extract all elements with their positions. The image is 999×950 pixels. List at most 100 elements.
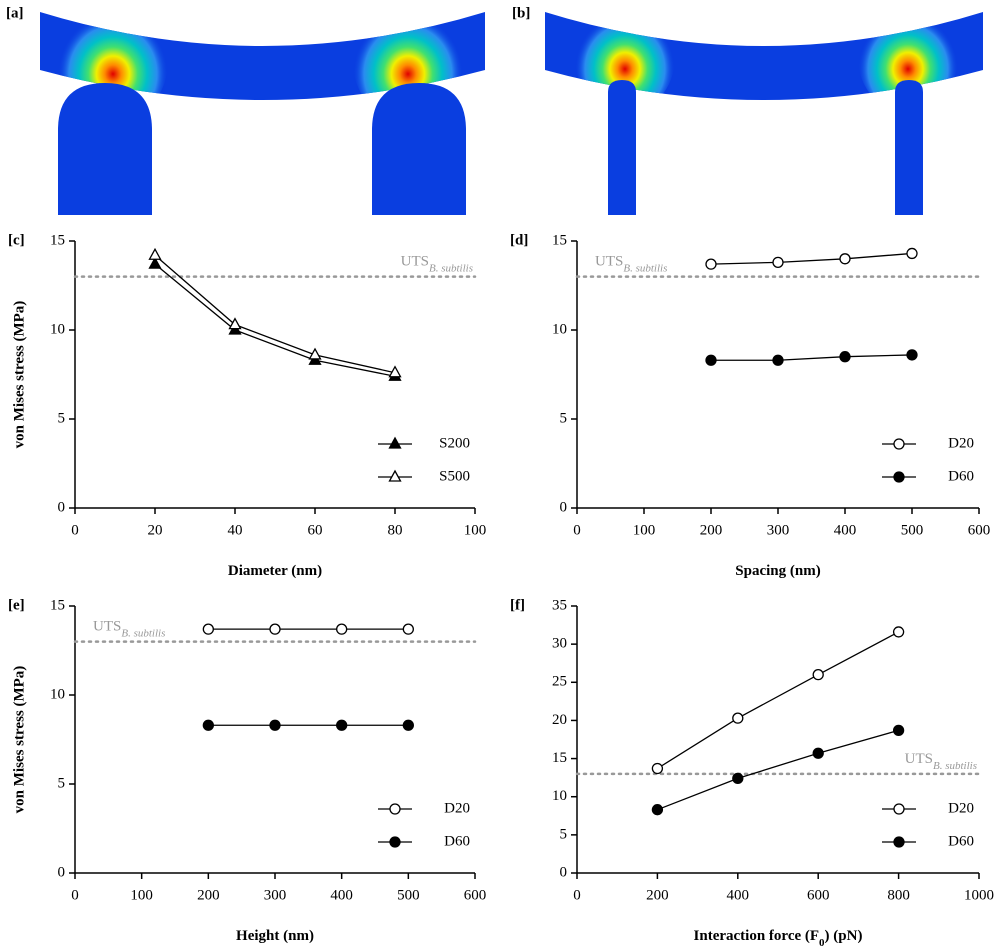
x-tick-label: 400 [834,522,857,538]
panel-label: [c] [8,232,25,248]
x-tick-label: 800 [887,887,910,903]
reference-label-sub: B. subtilis [429,262,473,274]
marker [839,351,851,363]
y-axis-title: von Mises stress (MPa) [11,666,27,814]
marker [906,349,918,361]
legend-label: D60 [948,468,974,484]
panel-label: [e] [8,597,25,613]
marker [402,719,414,731]
x-axis-title-part: Interaction force (F [694,928,820,944]
x-tick-label: 200 [197,887,220,903]
y-tick-label: 0 [58,864,66,880]
marker [388,365,402,378]
x-tick-label: 60 [308,522,323,538]
y-tick-label: 30 [552,636,567,652]
marker [772,354,784,366]
x-tick-label: 100 [464,522,487,538]
legend-marker [389,803,401,815]
series-line [154,254,396,374]
legend-label: S500 [439,468,470,484]
y-axis-title: von Mises stress (MPa) [11,301,27,449]
y-tick-label: 0 [58,499,66,515]
x-tick-label: 1000 [964,887,994,903]
marker [402,623,414,635]
marker [336,719,348,731]
marker [705,354,717,366]
y-tick-label: 35 [552,597,567,613]
marker [269,719,281,731]
legend-marker [893,836,905,848]
reference-label: UTSB. subtilis [595,254,667,274]
x-tick-label: 400 [727,887,750,903]
fea-panel-a [40,12,485,215]
y-tick-label: 0 [560,864,568,880]
y-tick-label: 10 [50,321,65,337]
reference-label-main: UTS [595,254,623,270]
series-line [711,354,913,361]
marker [308,347,322,360]
reference-label: UTSB. subtilis [905,751,977,771]
reference-label-main: UTS [93,619,121,635]
x-tick-label: 200 [646,887,669,903]
marker [148,256,162,269]
legend-label: D60 [948,833,974,849]
legend-marker [389,836,401,848]
y-tick-label: 20 [552,712,567,728]
y-tick-label: 15 [552,232,567,248]
marker [202,719,214,731]
x-tick-label: 500 [901,522,924,538]
x-tick-label: 500 [397,887,420,903]
fea-panel-b [545,12,983,215]
reference-label-sub: B. subtilis [121,627,165,639]
legend-label: D60 [444,833,470,849]
series-line [154,263,396,377]
x-tick-label: 300 [767,522,790,538]
panel-label: [b] [512,5,530,21]
x-axis-title-part: Diameter (nm) [228,563,322,579]
x-axis-title: Spacing (nm) [735,563,820,579]
panel-label: [d] [510,232,528,248]
marker [812,747,824,759]
marker [892,626,905,638]
reference-label-sub: B. subtilis [623,262,667,274]
y-tick-label: 0 [560,499,568,515]
x-tick-label: 80 [388,522,403,538]
legend-marker [893,471,905,483]
y-tick-label: 10 [552,321,567,337]
x-tick-label: 40 [228,522,243,538]
x-tick-label: 400 [330,887,353,903]
x-axis-title: Diameter (nm) [228,563,322,579]
y-tick-label: 15 [50,232,65,248]
marker [732,712,744,724]
x-tick-label: 600 [464,887,487,903]
x-tick-label: 200 [700,522,723,538]
x-tick-label: 20 [148,522,163,538]
marker [651,804,664,816]
marker [269,623,281,635]
legend-marker [388,469,402,482]
reference-label: UTSB. subtilis [401,254,473,274]
marker [336,623,348,635]
x-tick-label: 0 [71,522,79,538]
marker [228,317,242,330]
marker [651,762,664,775]
legend-label: D20 [444,800,470,816]
marker [705,258,717,270]
y-tick-label: 10 [552,788,567,804]
y-tick-label: 10 [50,686,65,702]
y-tick-label: 5 [560,826,568,842]
reference-label: UTSB. subtilis [93,619,165,639]
x-tick-label: 0 [71,887,79,903]
y-tick-label: 15 [552,750,567,766]
y-tick-label: 25 [552,674,567,690]
x-tick-label: 0 [573,887,581,903]
series-line [657,729,899,811]
x-axis-title: Interaction force (F0) (pN) [694,928,863,948]
marker [148,247,162,260]
legend-label: D20 [948,800,974,816]
x-axis-title-part: Height (nm) [236,928,314,944]
y-tick-label: 5 [58,410,66,426]
legend-marker [893,438,905,450]
x-axis-title-part: 0 [819,937,825,949]
